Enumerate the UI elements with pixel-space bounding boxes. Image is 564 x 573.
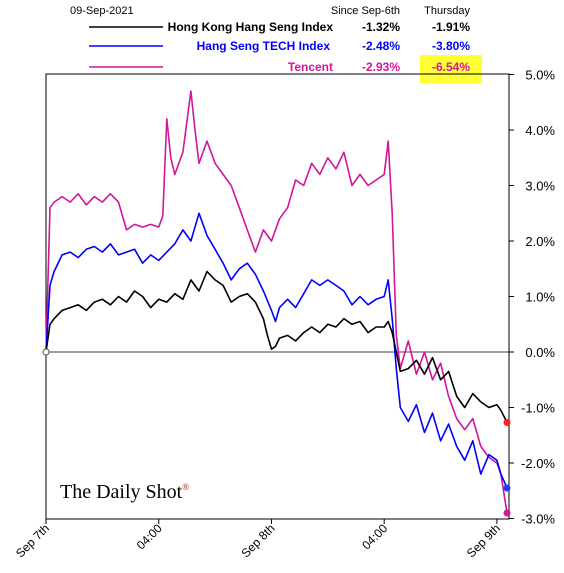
legend: Hong Kong Hang Seng Index -1.32% -1.91% …	[89, 20, 470, 74]
legend-label-hsi: Hong Kong Hang Seng Index	[168, 20, 334, 34]
y-tick-label: 0.0%	[525, 345, 555, 360]
y-tick-label: 2.0%	[525, 234, 555, 249]
start-point	[42, 348, 50, 356]
col-header-since: Since Sep-6th	[331, 5, 400, 17]
plot-frame	[45, 73, 510, 520]
y-tick-label: -3.0%	[521, 512, 555, 527]
y-tick-label: 5.0%	[525, 68, 555, 83]
x-tick-label: 04:00	[134, 521, 165, 552]
watermark-mark: ®	[182, 482, 189, 492]
x-tick-label: Sep 7th	[13, 521, 52, 560]
legend-since-tencent: -2.93%	[362, 60, 400, 74]
col-header-thursday: Thursday	[424, 5, 470, 17]
highlight-box	[420, 55, 482, 83]
date-label: 09-Sep-2021	[70, 5, 134, 17]
x-tick-label: Sep 9th	[464, 521, 503, 560]
series-line-tech	[45, 212, 508, 489]
y-tick-label: 4.0%	[525, 123, 555, 138]
legend-thursday-tencent: -6.54%	[432, 60, 470, 74]
x-tick-label: Sep 8th	[238, 521, 277, 560]
y-tick-label: 1.0%	[525, 290, 555, 305]
end-point-tencent	[503, 509, 511, 517]
end-point-tech	[503, 484, 511, 492]
legend-label-tech: Hang Seng TECH Index	[197, 39, 331, 53]
y-tick-label: -2.0%	[521, 456, 555, 471]
legend-since-tech: -2.48%	[362, 39, 400, 53]
watermark-text: The Daily Shot	[60, 481, 183, 503]
end-point-hsi	[503, 418, 511, 426]
y-tick-label: -1.0%	[521, 401, 555, 416]
y-tick-label: 3.0%	[525, 179, 555, 194]
watermark: The Daily Shot®	[60, 481, 189, 503]
legend-label-tencent: Tencent	[288, 60, 333, 74]
series-line-hsi	[45, 270, 508, 423]
series-line-tencent	[45, 90, 508, 514]
x-tick-label: 04:00	[359, 521, 390, 552]
legend-thursday-tech: -3.80%	[432, 39, 470, 53]
legend-since-hsi: -1.32%	[362, 20, 400, 34]
legend-thursday-hsi: -1.91%	[432, 20, 470, 34]
